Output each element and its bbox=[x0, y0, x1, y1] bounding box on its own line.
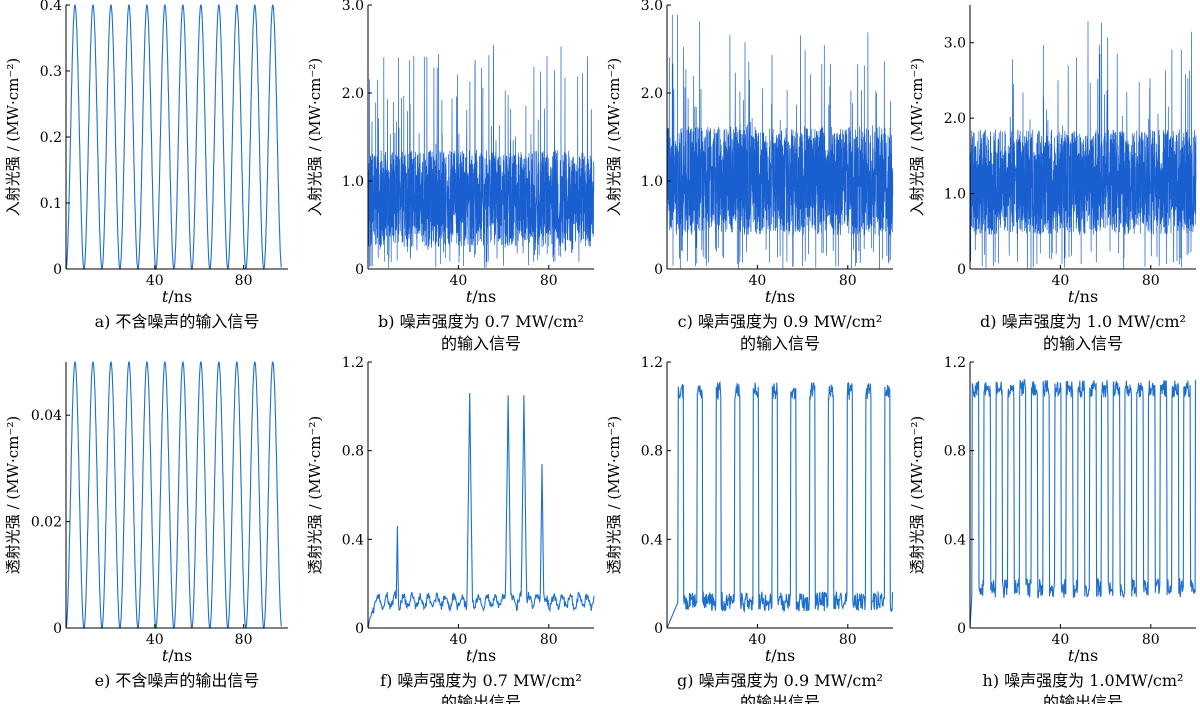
y-tick-label: 0 bbox=[654, 621, 663, 637]
chart-panel-d: 0 1.0 2.0 3.0 40 80 t/ns 入射光强 / (MW·cm⁻²) d) 噪声强… bbox=[908, 5, 1197, 353]
y-tick-label: 0 bbox=[654, 262, 663, 278]
y-axis-label: 入射光强 / (MW·cm⁻²) bbox=[908, 58, 926, 216]
x-axis-label: t/ns bbox=[466, 646, 496, 665]
x-axis-label: t/ns bbox=[765, 646, 795, 665]
series-line-h bbox=[969, 378, 1197, 629]
x-tick-label: 80 bbox=[540, 632, 558, 648]
chart-panel-h: 0 0.4 0.8 1.2 40 80 t/ns 透射光强 / (MW·cm⁻²) h) 噪声强… bbox=[908, 355, 1197, 704]
panel-caption: 的输出信号 bbox=[1043, 693, 1123, 704]
series-line-c bbox=[666, 14, 894, 269]
y-tick-label: 0.8 bbox=[342, 444, 364, 460]
y-tick-label: 0 bbox=[957, 262, 966, 278]
x-tick-label: 40 bbox=[1051, 273, 1069, 289]
y-tick-label: 0.4 bbox=[342, 532, 364, 548]
y-tick-label: 0.3 bbox=[40, 64, 62, 80]
x-tick-label: 40 bbox=[748, 632, 766, 648]
x-tick-label: 40 bbox=[748, 273, 766, 289]
panel-caption: h) 噪声强度为 1.0MW/cm² bbox=[983, 671, 1184, 690]
chart-panel-a: 0 0.1 0.2 0.3 0.4 40 80 t/ns 入射光强 / (MW·cm⁻²) a) … bbox=[4, 0, 288, 331]
y-tick-label: 1.0 bbox=[944, 187, 966, 203]
x-axis-label: t/ns bbox=[765, 287, 795, 306]
chart-panel-f: 0 0.4 0.8 1.2 40 80 t/ns 透射光强 / (MW·cm⁻²) f) 噪声强… bbox=[306, 355, 595, 704]
panel-caption: d) 噪声强度为 1.0 MW/cm² bbox=[980, 312, 1186, 331]
x-axis-label: t/ns bbox=[1068, 287, 1098, 306]
panel-caption: 的输入信号 bbox=[441, 334, 521, 353]
y-tick-label: 0.8 bbox=[944, 444, 966, 460]
series-line-d bbox=[969, 21, 1197, 269]
panel-caption: 的输入信号 bbox=[740, 334, 820, 353]
x-axis-label: t/ns bbox=[466, 287, 496, 306]
y-axis-label: 入射光强 / (MW·cm⁻²) bbox=[4, 58, 22, 216]
panel-caption: f) 噪声强度为 0.7 MW/cm² bbox=[380, 671, 582, 690]
y-tick-label: 0 bbox=[957, 621, 966, 637]
series-line-a bbox=[65, 4, 282, 270]
panel-caption: b) 噪声强度为 0.7 MW/cm² bbox=[378, 312, 584, 331]
y-tick-label: 3.0 bbox=[342, 0, 364, 14]
y-tick-label: 0.4 bbox=[944, 532, 966, 548]
x-tick-label: 40 bbox=[146, 273, 164, 289]
panel-caption: c) 噪声强度为 0.9 MW/cm² bbox=[678, 312, 883, 331]
y-tick-label: 0 bbox=[53, 621, 62, 637]
panel-caption: 的输出信号 bbox=[740, 693, 820, 704]
x-axis-label: t/ns bbox=[162, 646, 192, 665]
chart-panel-c: 0 1.0 2.0 3.0 40 80 t/ns 入射光强 / (MW·cm⁻²) c) 噪声强… bbox=[605, 0, 894, 353]
y-axis-label: 透射光强 / (MW·cm⁻²) bbox=[4, 416, 22, 574]
y-tick-label: 3.0 bbox=[641, 0, 663, 14]
panel-caption: a) 不含噪声的输入信号 bbox=[95, 312, 260, 331]
panel-caption: e) 不含噪声的输出信号 bbox=[95, 671, 260, 690]
y-tick-label: 1.2 bbox=[641, 355, 663, 371]
y-tick-label: 3.0 bbox=[944, 36, 966, 52]
x-tick-label: 40 bbox=[1051, 632, 1069, 648]
panel-caption: g) 噪声强度为 0.9 MW/cm² bbox=[677, 671, 883, 690]
x-axis-label: t/ns bbox=[162, 287, 192, 306]
series-line-e bbox=[65, 361, 282, 629]
x-tick-label: 80 bbox=[1142, 632, 1160, 648]
x-tick-label: 80 bbox=[235, 273, 253, 289]
y-tick-label: 0 bbox=[355, 262, 364, 278]
x-tick-label: 40 bbox=[449, 273, 467, 289]
chart-panel-b: 0 1.0 2.0 3.0 40 80 t/ns 入射光强 / (MW·cm⁻²) b) 噪声强… bbox=[306, 0, 595, 353]
y-tick-label: 0.2 bbox=[40, 130, 62, 146]
y-tick-label: 2.0 bbox=[944, 111, 966, 127]
x-tick-label: 80 bbox=[235, 632, 253, 648]
x-tick-label: 80 bbox=[1142, 273, 1160, 289]
y-tick-label: 0 bbox=[53, 262, 62, 278]
y-tick-label: 0.04 bbox=[31, 408, 62, 424]
x-tick-label: 80 bbox=[839, 273, 857, 289]
y-tick-label: 2.0 bbox=[342, 86, 364, 102]
chart-panel-g: 0 0.4 0.8 1.2 40 80 t/ns 透射光强 / (MW·cm⁻²) g) 噪声强… bbox=[605, 355, 894, 704]
y-axis-label: 入射光强 / (MW·cm⁻²) bbox=[605, 58, 623, 216]
y-tick-label: 0.02 bbox=[31, 515, 62, 531]
series-line-b bbox=[367, 44, 595, 269]
y-tick-label: 0 bbox=[355, 621, 364, 637]
series-line-g bbox=[666, 380, 894, 629]
y-tick-label: 0.8 bbox=[641, 444, 663, 460]
y-axis-label: 透射光强 / (MW·cm⁻²) bbox=[306, 416, 324, 574]
y-tick-label: 1.0 bbox=[342, 174, 364, 190]
y-tick-label: 1.2 bbox=[944, 355, 966, 371]
y-tick-label: 2.0 bbox=[641, 86, 663, 102]
y-axis-label: 透射光强 / (MW·cm⁻²) bbox=[908, 416, 926, 574]
x-tick-label: 40 bbox=[449, 632, 467, 648]
panel-caption: 的输入信号 bbox=[1043, 334, 1123, 353]
y-tick-label: 0.4 bbox=[40, 0, 62, 14]
y-tick-label: 1.2 bbox=[342, 355, 364, 371]
y-tick-label: 0.1 bbox=[40, 196, 62, 212]
x-tick-label: 80 bbox=[540, 273, 558, 289]
x-tick-label: 40 bbox=[146, 632, 164, 648]
series-line-f bbox=[367, 392, 595, 629]
y-tick-label: 1.0 bbox=[641, 174, 663, 190]
y-tick-label: 0.4 bbox=[641, 532, 663, 548]
x-tick-label: 80 bbox=[839, 632, 857, 648]
x-axis-label: t/ns bbox=[1068, 646, 1098, 665]
y-axis-label: 透射光强 / (MW·cm⁻²) bbox=[605, 416, 623, 574]
panel-caption: 的输出信号 bbox=[441, 693, 521, 704]
y-axis-label: 入射光强 / (MW·cm⁻²) bbox=[306, 58, 324, 216]
chart-panel-e: 0 0.02 0.04 40 80 t/ns 透射光强 / (MW·cm⁻²) e) 不含噪声… bbox=[4, 361, 288, 690]
